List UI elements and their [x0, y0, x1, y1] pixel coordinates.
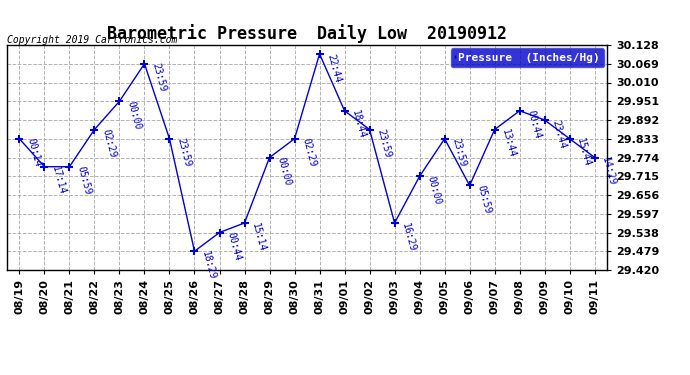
Text: 23:59: 23:59 [175, 137, 193, 168]
Text: 14:29: 14:29 [600, 156, 618, 187]
Text: 05:59: 05:59 [475, 184, 493, 215]
Title: Barometric Pressure  Daily Low  20190912: Barometric Pressure Daily Low 20190912 [107, 24, 507, 44]
Legend: Pressure  (Inches/Hg): Pressure (Inches/Hg) [451, 48, 604, 67]
Text: 15:14: 15:14 [250, 222, 267, 252]
Text: 05:59: 05:59 [75, 165, 92, 196]
Text: 00:00: 00:00 [425, 175, 442, 206]
Text: 23:59: 23:59 [150, 62, 167, 93]
Text: 17:14: 17:14 [50, 165, 67, 196]
Text: 18:29: 18:29 [200, 250, 217, 281]
Text: 13:44: 13:44 [500, 128, 518, 159]
Text: 15:44: 15:44 [575, 137, 593, 168]
Text: 00:00: 00:00 [125, 100, 142, 131]
Text: 22:44: 22:44 [325, 53, 342, 84]
Text: 23:44: 23:44 [550, 118, 567, 150]
Text: 23:59: 23:59 [450, 137, 467, 168]
Text: Copyright 2019 Cartronics.com: Copyright 2019 Cartronics.com [7, 35, 177, 45]
Text: 00:44: 00:44 [525, 110, 542, 140]
Text: 23:59: 23:59 [375, 128, 393, 159]
Text: 00:14: 00:14 [25, 137, 42, 168]
Text: 02:29: 02:29 [300, 137, 317, 168]
Text: 00:44: 00:44 [225, 231, 242, 262]
Text: 16:29: 16:29 [400, 222, 417, 252]
Text: 02:29: 02:29 [100, 128, 117, 159]
Text: 00:00: 00:00 [275, 156, 293, 187]
Text: 18:44: 18:44 [350, 110, 367, 140]
